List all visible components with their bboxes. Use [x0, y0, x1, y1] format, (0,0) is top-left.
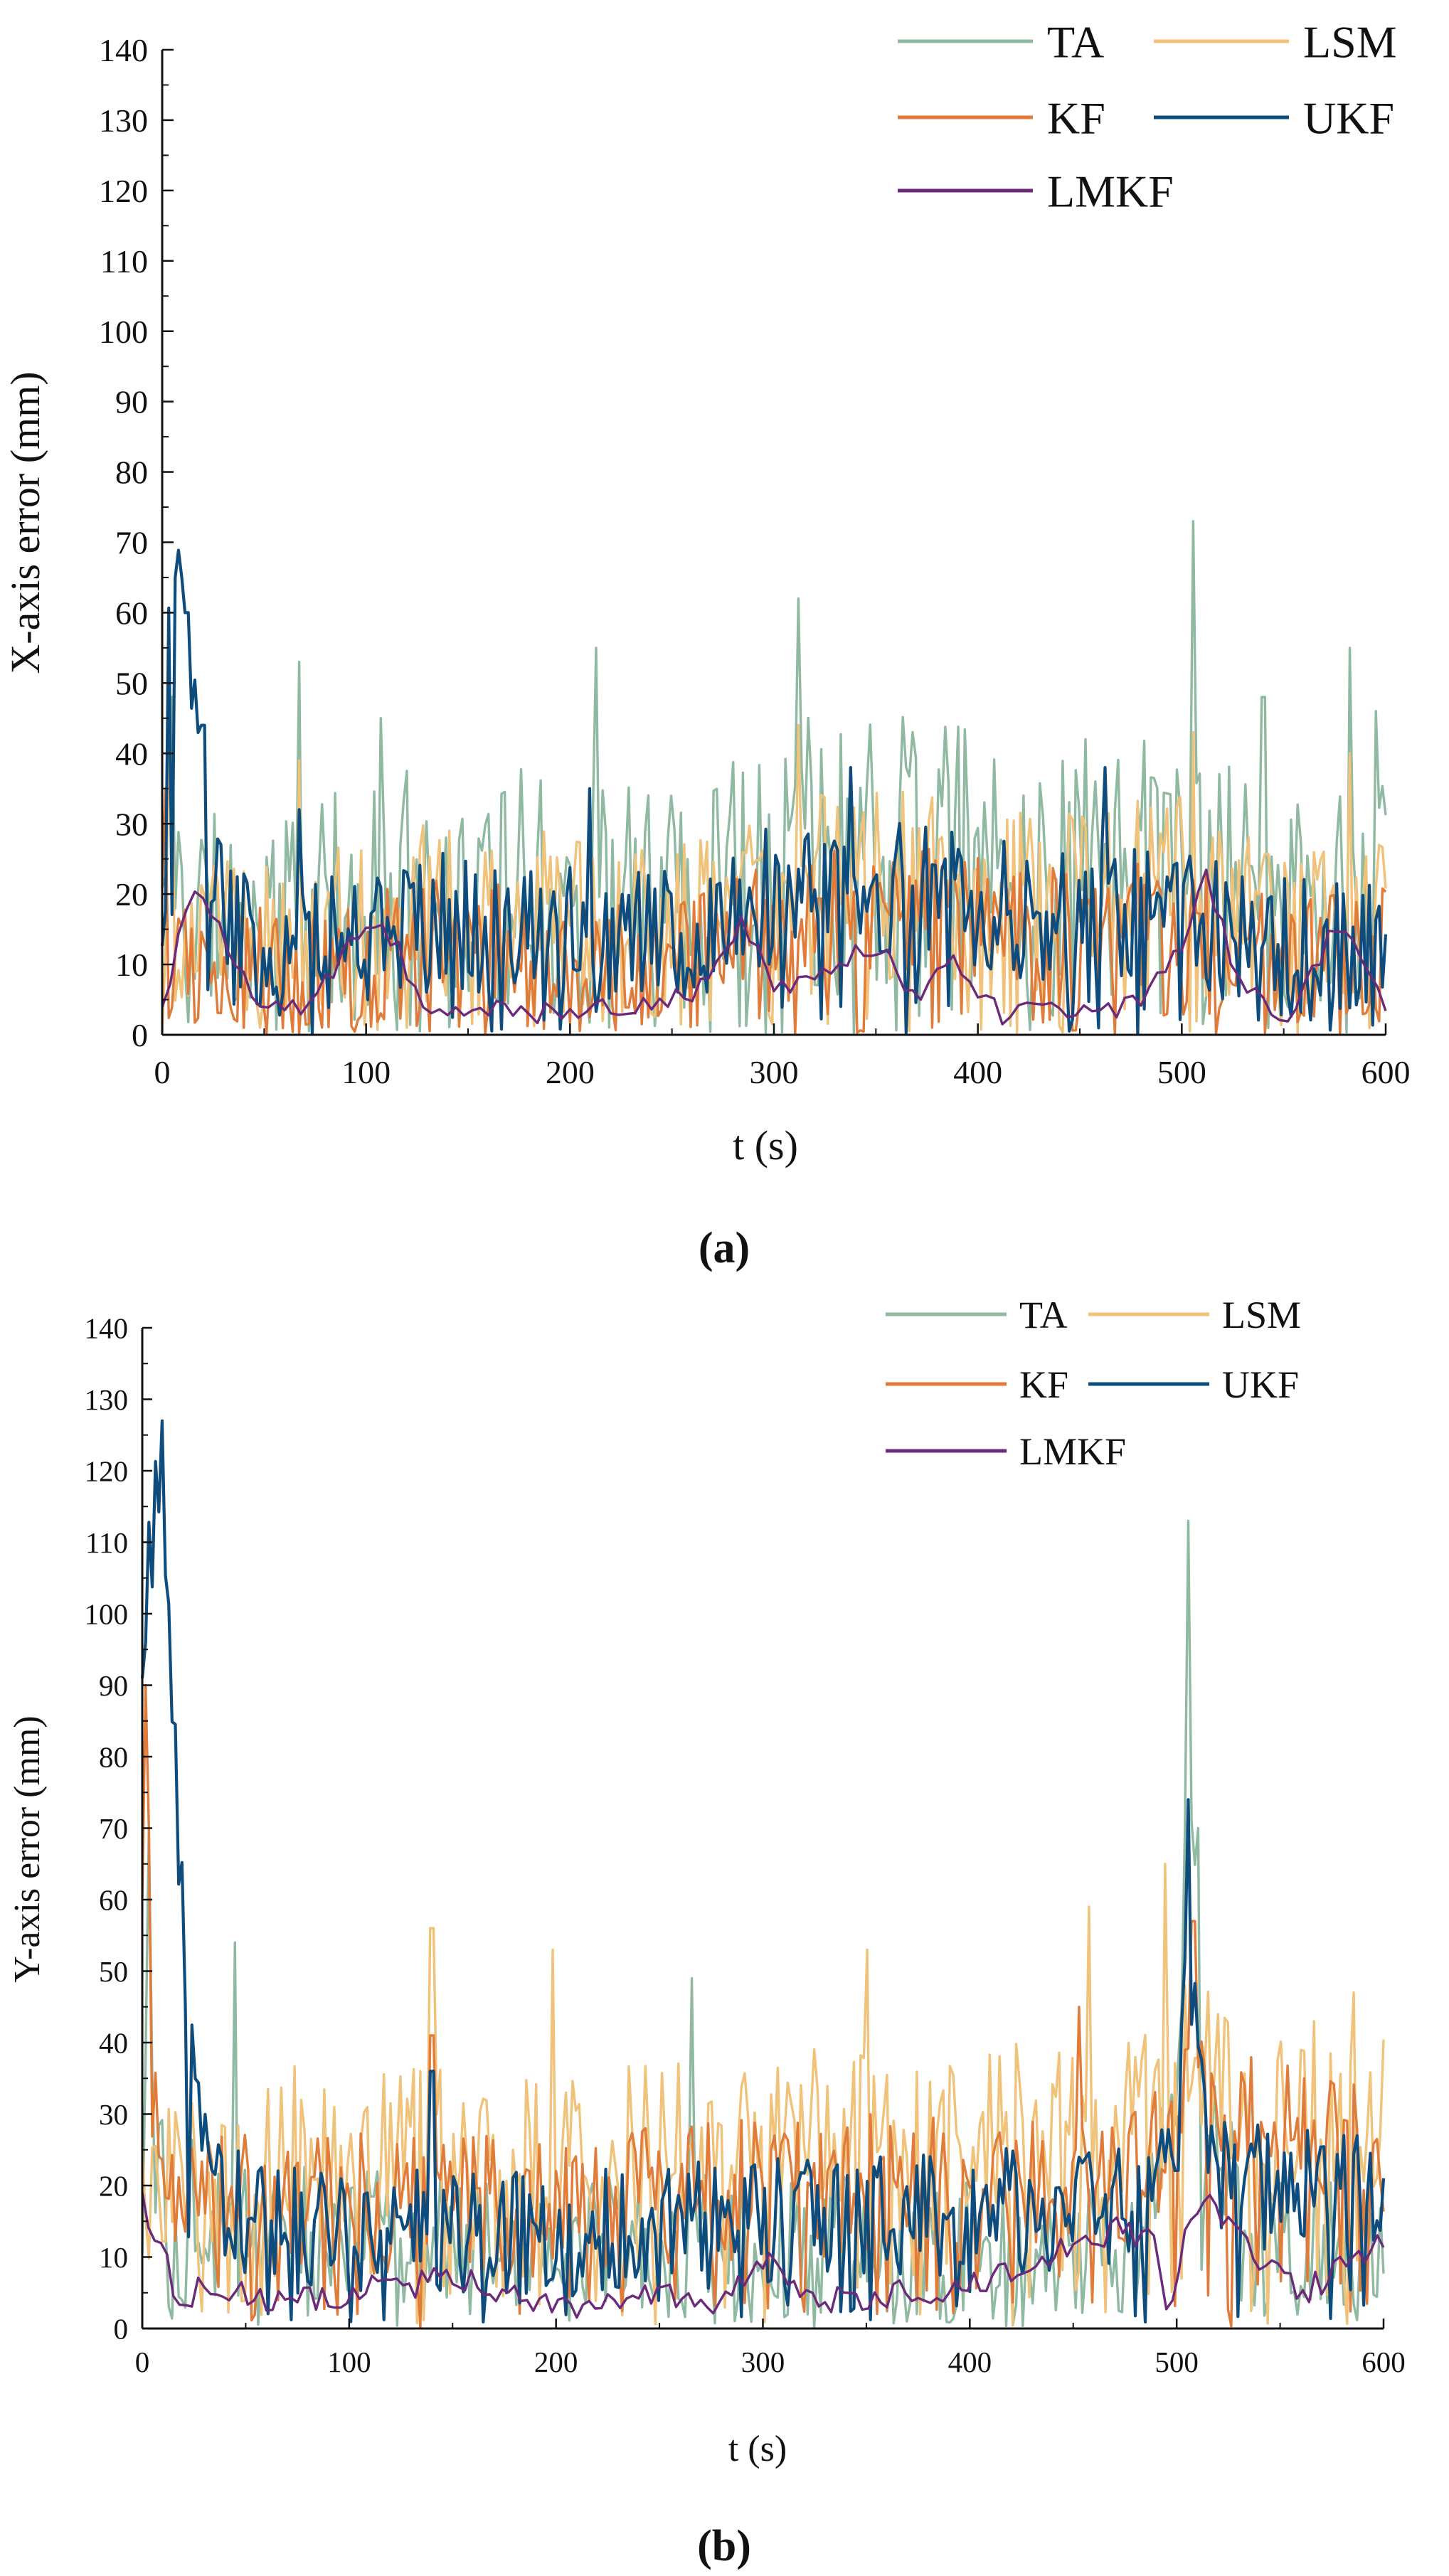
panel-b-y-tick-label: 10	[99, 2241, 128, 2274]
panel-a-y-tick-label: 120	[99, 173, 148, 209]
panel-a-legend-label-lmkf: LMKF	[1047, 166, 1174, 216]
panel-a-x-tick-label: 100	[341, 1054, 391, 1090]
panel-b-x-tick-label: 400	[948, 2346, 992, 2378]
panel-a-y-tick-label: 80	[115, 454, 148, 491]
panel-b-series-lmkf	[141, 2191, 1385, 2319]
panel-b-y-axis-label: Y-axis error (mm)	[7, 1715, 48, 1982]
panel-a-y-tick-label: 60	[115, 595, 148, 632]
panel-b-x-tick-label: 600	[1362, 2346, 1406, 2378]
panel-b-x-tick-label: 100	[327, 2346, 371, 2378]
panel-a-y-tick-label: 0	[132, 1017, 148, 1053]
panel-a-x-axis-label: t (s)	[733, 1122, 798, 1169]
panel-b-y-tick-label: 20	[99, 2169, 128, 2202]
panel-a-series-group	[160, 520, 1388, 1036]
panel-a-legend-label-ta: TA	[1047, 16, 1104, 67]
panel-a-chart: 0 10 20 30 40 50 60 70 80 90 100 110 120 130 140 0 100 2…	[2, 16, 1411, 1272]
panel-a-label: (a)	[699, 1224, 750, 1272]
panel-a-y-tick-label: 20	[115, 876, 148, 912]
panel-b-y-tick-label: 110	[85, 1526, 128, 1559]
panel-a-series-lmkf	[161, 868, 1387, 1026]
panel-a-y-tick-label: 110	[100, 243, 148, 280]
panel-b-y-tick-label: 0	[114, 2312, 129, 2345]
panel-a-x-tick-label: 400	[953, 1054, 1002, 1090]
panel-b-y-tick-label: 60	[99, 1883, 128, 1916]
panel-b-x-tick-label: 500	[1155, 2346, 1199, 2378]
panel-b-x-ticks: 0 100 200 300 400 500 600	[135, 2319, 1406, 2378]
panel-b-x-tick-label: 300	[741, 2346, 785, 2378]
panel-b-x-tick-label: 200	[534, 2346, 578, 2378]
panel-a-y-ticks: 0 10 20 30 40 50 60 70 80 90 100 110 120 130 140	[99, 32, 174, 1053]
panel-a-y-axis-label: X-axis error (mm)	[2, 371, 48, 674]
panel-a-legend-label-ukf: UKF	[1303, 92, 1394, 143]
panel-b-legend-label-kf: KF	[1019, 1363, 1068, 1406]
panel-a-legend-label-kf: KF	[1047, 92, 1105, 143]
panel-b-series-ukf	[140, 1419, 1386, 2324]
panel-b-y-tick-label: 130	[85, 1383, 129, 1416]
panel-b-legend-label-lmkf: LMKF	[1019, 1430, 1126, 1473]
panel-a-x-tick-label: 500	[1157, 1054, 1206, 1090]
panel-a-y-tick-label: 40	[115, 735, 148, 772]
panel-a-x-ticks: 0 100 200 300 400 500 600	[154, 1023, 1411, 1090]
panel-b-y-tick-label: 40	[99, 2026, 128, 2059]
panel-b-y-tick-label: 30	[99, 2098, 128, 2131]
panel-b-series-kf	[141, 1683, 1385, 2329]
panel-b-y-tick-label: 100	[85, 1597, 129, 1630]
panel-a-x-tick-label: 300	[750, 1054, 799, 1090]
panel-b-y-tick-label: 70	[99, 1812, 128, 1845]
panel-a-legend-label-lsm: LSM	[1303, 16, 1397, 67]
panel-b-legend-label-lsm: LSM	[1222, 1294, 1301, 1336]
panel-b-label: (b)	[697, 2522, 751, 2570]
panel-b-y-tick-label: 120	[85, 1454, 129, 1487]
panel-b-y-tick-label: 140	[85, 1311, 129, 1344]
panel-a-x-tick-label: 600	[1362, 1054, 1411, 1090]
panel-a-y-tick-label: 30	[115, 806, 148, 842]
panel-a-y-tick-label: 70	[115, 525, 148, 561]
panel-a-y-tick-label: 10	[115, 947, 148, 983]
panel-a-y-tick-label: 90	[115, 384, 148, 420]
panel-b-x-axis-label: t (s)	[728, 2429, 787, 2469]
panel-a-x-tick-label: 200	[546, 1054, 595, 1090]
panel-a-y-tick-label: 140	[99, 32, 148, 68]
panel-b-y-tick-label: 90	[99, 1669, 128, 1702]
panel-a-y-tick-label: 100	[99, 314, 148, 350]
panel-b-series-group	[140, 1419, 1386, 2329]
panel-a-x-tick-label: 0	[154, 1054, 171, 1090]
panel-b-legend-label-ta: TA	[1019, 1294, 1068, 1336]
panel-b-chart: 0 10 20 30 40 50 60 70 80 90 100 110 120 130 140 0 100 2…	[7, 1294, 1406, 2570]
panel-b-x-tick-label: 0	[135, 2346, 150, 2378]
panel-b-y-ticks: 0 10 20 30 40 50 60 70 80 90 100 110 120 130 140	[85, 1311, 152, 2345]
panel-a-series-ukf	[160, 548, 1388, 1036]
panel-b-legend-label-ukf: UKF	[1222, 1363, 1299, 1406]
panel-b-y-tick-label: 80	[99, 1740, 128, 1773]
panel-a-y-tick-label: 130	[99, 102, 148, 139]
panel-b-legend: TA LSM KF UKF LMKF	[886, 1294, 1301, 1473]
panel-a-y-tick-label: 50	[115, 665, 148, 701]
panel-b-y-tick-label: 50	[99, 1955, 128, 1988]
panel-a-legend: TA LSM KF UKF LMKF	[898, 16, 1397, 216]
